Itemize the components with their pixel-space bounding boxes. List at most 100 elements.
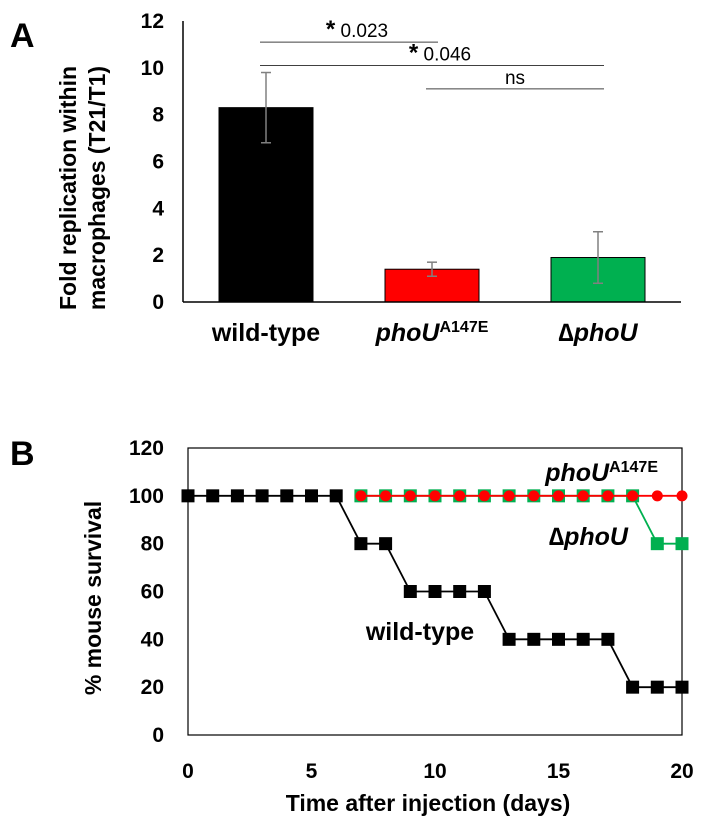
panel-a-y-tick-label: 12 [141, 10, 164, 33]
panel-a-y-axis-title: Fold replication within macrophages (T21… [55, 66, 110, 310]
panel-b-y-axis-title: % mouse survival [80, 501, 106, 695]
series-2 [181, 489, 689, 694]
panel-b-series [181, 489, 689, 694]
series-0-point [553, 490, 564, 502]
category-label-superscript: A147E [439, 319, 488, 336]
series-2-point [576, 632, 590, 646]
series-0-point [627, 490, 639, 502]
significance-star: * [409, 39, 419, 66]
series-2-point [650, 680, 664, 694]
series-0-point [528, 490, 540, 502]
series-0-point [503, 490, 515, 502]
series-label-2: wild-type [365, 618, 474, 646]
series-label-italic: phoU [544, 459, 610, 487]
series-2-point [428, 585, 442, 598]
panel-b-y-tick-label: 80 [141, 533, 164, 556]
category-label-text: wild-type [211, 319, 320, 347]
series-label-italic: ∆phoU [549, 523, 629, 551]
panel-a-y-tick-label: 2 [152, 244, 164, 267]
panel-a-y-tick-label: 0 [152, 291, 164, 314]
series-2-point [453, 585, 467, 598]
series-2-point [626, 680, 640, 694]
panel-b-x-tick-label: 20 [670, 760, 693, 783]
panel-b-y-tick-label: 20 [141, 676, 164, 699]
panel-b-y-tick-label: 100 [129, 485, 164, 508]
significance-value: 0.023 [341, 21, 389, 42]
category-label-0: wild-type [211, 319, 320, 347]
panel-b-y-tick-label: 60 [141, 581, 164, 604]
series-2-point [280, 489, 294, 503]
series-2-point [403, 585, 417, 598]
panel-a-y-tick-label: 6 [152, 151, 164, 174]
panel-a-y-axis-title-line-2: macrophages (T21/T1) [84, 66, 110, 310]
series-2-point [379, 537, 393, 551]
series-0-point [355, 490, 367, 502]
series-2-point [305, 489, 318, 503]
series-2-segment [335, 495, 362, 545]
series-2-point [181, 489, 195, 503]
series-2-point [354, 537, 368, 551]
series-label-superscript: A147E [609, 459, 658, 476]
series-1 [354, 489, 689, 551]
significance-label-2: ns [505, 68, 525, 89]
panel-a-y-ticks: 0 2 4 6 8 10 12 [141, 10, 165, 314]
series-0-point [454, 490, 466, 502]
category-label-2: ∆phoU [558, 319, 638, 347]
significance-value: ns [505, 68, 525, 89]
series-2-point [230, 489, 244, 503]
category-label-italic: phoU [375, 319, 441, 347]
panel-b-series-labels: phoUA147E ∆phoU wild-type [365, 459, 659, 646]
panel-b-letter: B [10, 435, 35, 473]
series-label-1: ∆phoU [549, 523, 629, 551]
series-0-point [676, 490, 688, 502]
panel-a-category-labels: wild-type phoUA147E ∆phoU [211, 319, 639, 347]
panel-a-y-tick-label: 8 [152, 104, 164, 127]
series-2-segment [607, 638, 634, 688]
series-2-point [206, 489, 220, 503]
panel-b-x-tick-label: 15 [547, 760, 571, 783]
panel-b-y-tick-label: 120 [129, 437, 164, 460]
panel-b-x-tick-label: 10 [423, 760, 446, 783]
series-2-point [675, 680, 689, 694]
series-0-point [577, 490, 589, 502]
series-0-point [404, 490, 416, 502]
panel-b-x-axis-title: Time after injection (days) [286, 790, 571, 816]
panel-b-plot-frame [187, 447, 683, 736]
significance-label-1: * 0.046 [409, 39, 471, 66]
series-0-point [478, 490, 490, 502]
series-2-point [552, 632, 565, 646]
panel-b-x-tick-label: 0 [182, 760, 194, 783]
panel-a-y-axis-title-line-1: Fold replication within [55, 66, 81, 310]
series-1-point [675, 537, 689, 551]
significance-value: 0.046 [424, 44, 472, 65]
panel-b-x-ticks: 0 5 10 15 20 [182, 760, 694, 783]
series-0 [355, 490, 688, 502]
significance-label-0: * 0.023 [326, 16, 388, 43]
series-label-text: wild-type [365, 618, 474, 646]
series-2-point [255, 489, 269, 503]
panel-a-y-tick-label: 10 [141, 57, 164, 80]
series-2-segment [483, 591, 510, 640]
category-label-1: phoUA147E [375, 319, 489, 347]
panel-b-y-ticks: 0 20 40 60 80 100 120 [129, 437, 164, 747]
series-0-point [651, 490, 663, 502]
panel-b-y-tick-label: 0 [152, 724, 164, 747]
series-2-point [601, 632, 615, 646]
series-1-point [650, 537, 664, 551]
series-2-segment [384, 543, 412, 592]
panel-b: B % mouse survival Time after injection … [10, 435, 694, 816]
series-1-segment [631, 495, 659, 545]
series-2-point [527, 632, 541, 646]
category-label-italic: ∆phoU [558, 319, 638, 347]
panel-b-x-tick-label: 5 [306, 760, 318, 783]
panel-a-letter: A [10, 17, 35, 55]
panel-a-significance-brackets: * 0.023 * 0.046 ns [260, 16, 604, 90]
panel-a-error-bars [261, 71, 603, 285]
panel-b-y-tick-label: 40 [141, 628, 164, 651]
series-0-point [380, 490, 392, 502]
series-0-point [429, 490, 441, 502]
series-2-point [502, 632, 516, 646]
series-label-0: phoUA147E [544, 459, 658, 487]
series-0-point [602, 490, 614, 502]
